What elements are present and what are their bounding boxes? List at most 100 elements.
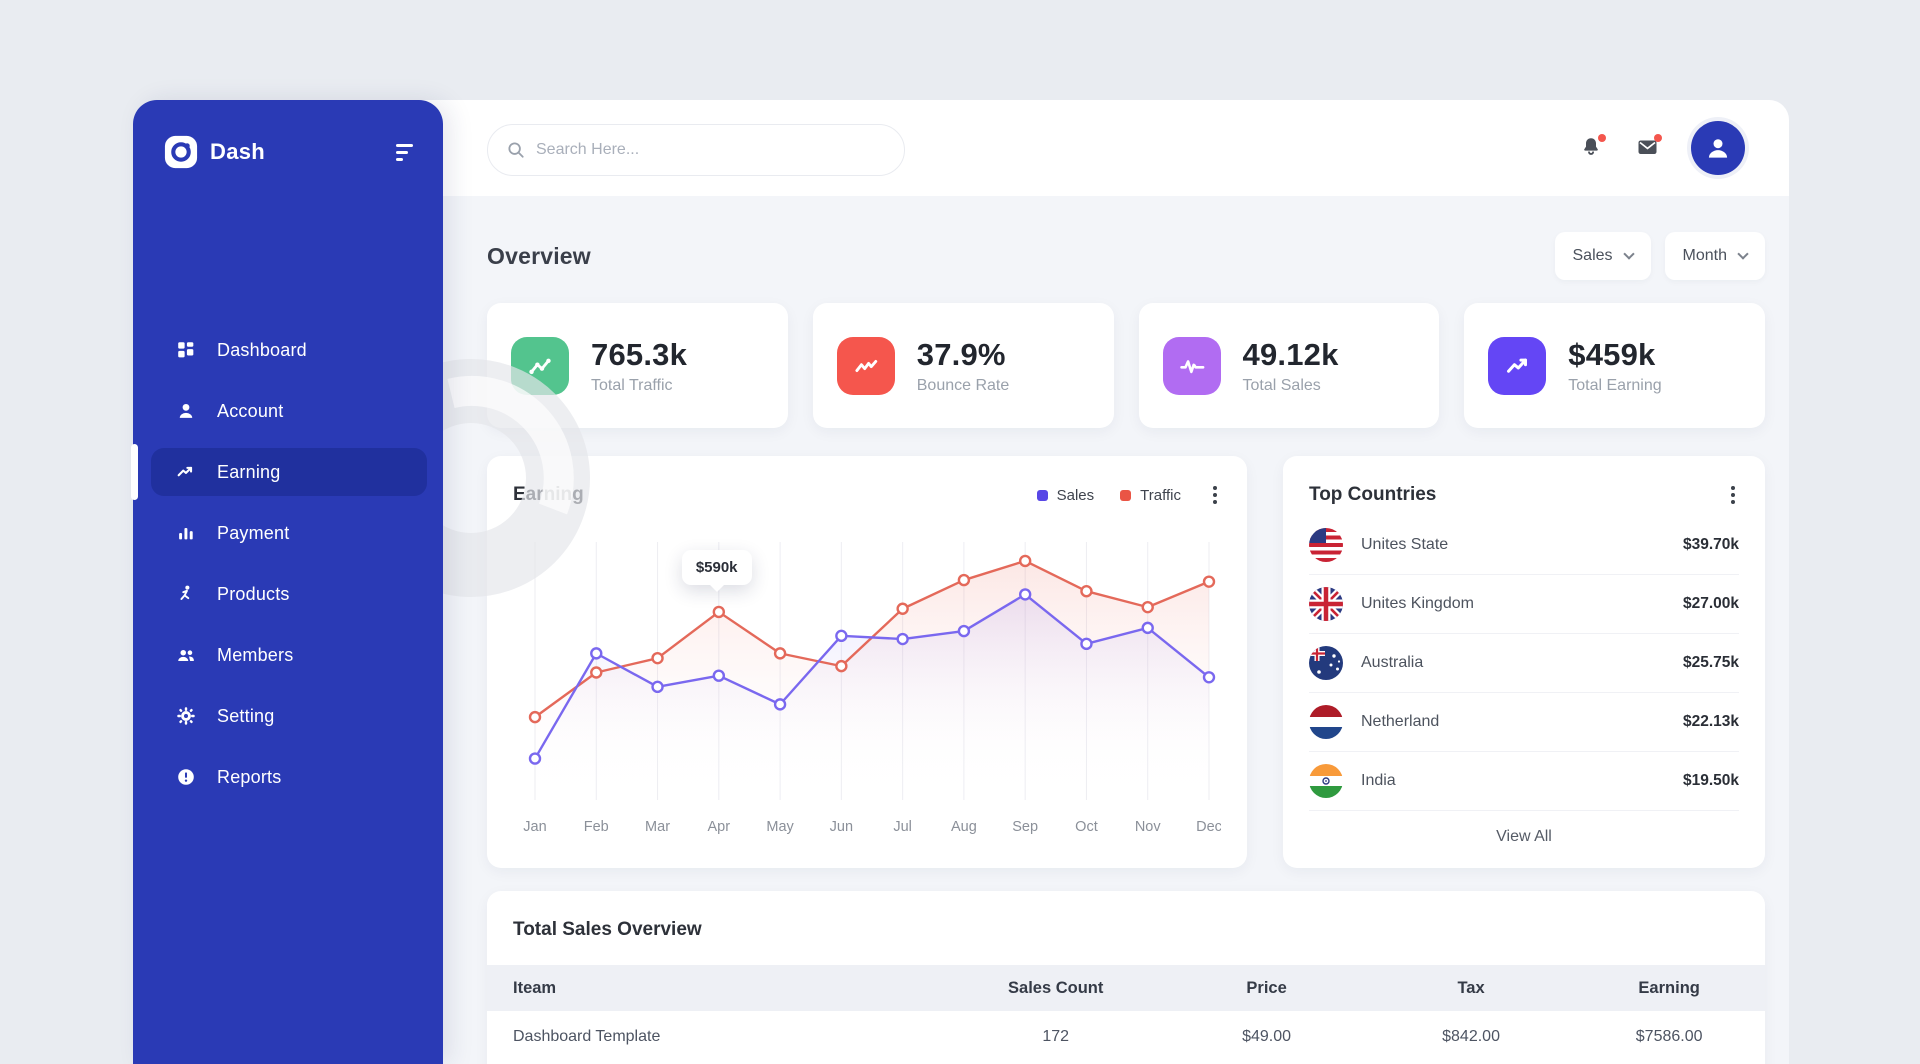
total-sales-title: Total Sales Overview [513,919,702,940]
messages-button[interactable] [1635,134,1662,161]
user-avatar[interactable] [1691,121,1745,175]
stat-label: Total Earning [1568,376,1662,394]
stat-value: 765.3k [591,336,688,372]
main-panel: Overview Sales Month 765.3k Total Traffic 3… [352,100,1789,1064]
stat-card-bounce-rate: 37.9% Bounce Rate [812,303,1114,428]
filters: Sales Month [1554,232,1765,280]
country-row[interactable]: Australia $25.75k [1309,634,1739,693]
sidebar-item-dashboard[interactable]: Dashboard [151,326,427,374]
svg-text:Nov: Nov [1135,819,1162,835]
legend-label: Traffic [1140,486,1181,504]
chevron-down-icon [1737,248,1749,260]
svg-text:Jan: Jan [523,819,546,835]
dashboard-icon [178,342,194,358]
sidebar-item-products[interactable]: Products [151,570,427,618]
notifications-button[interactable] [1579,134,1606,161]
account-icon [179,403,193,418]
view-all-link[interactable]: View All [1496,828,1552,845]
sales-table-header-row: Iteam Sales Count Price Tax Earning [487,965,1765,1011]
top-countries-title: Top Countries [1309,484,1437,505]
trend-up-icon [1488,336,1547,395]
earning-card-title: Earning [513,484,584,505]
topbar [363,100,1789,196]
table-column-header: Price [1246,978,1287,997]
filter-dropdown-sales[interactable]: Sales [1554,232,1651,280]
sidebar-item-setting[interactable]: Setting [151,692,427,740]
stat-label: Bounce Rate [916,376,1010,394]
earning-chart: Jan Feb Mar Apr May Jun Jul Aug Sep Oct Nov Dec $59… [513,528,1222,858]
dash-logo-icon [164,135,198,169]
brand-name: Dash [210,139,265,164]
earning-menu-button[interactable] [1209,482,1221,508]
country-amount: $22.13k [1682,713,1739,730]
in-flag-icon [1309,764,1343,798]
legend-swatch [1120,489,1132,501]
sidebar-item-label: Setting [217,705,275,726]
top-countries-list: Unites State $39.70k Unites Kingdom $27.00k… [1283,508,1765,811]
country-name: Unites State [1361,536,1449,553]
sidebar-item-label: Payment [217,522,290,543]
sidebar-menu: Dashboard Account Earning Payment Products Me… [131,326,443,801]
sidebar-item-earning[interactable]: Earning [131,444,427,500]
search-box[interactable] [487,124,905,176]
sidebar-item-account[interactable]: Account [151,387,427,435]
filter-dropdown-month[interactable]: Month [1664,232,1765,280]
country-name: Netherland [1361,713,1440,730]
earning-chart-svg: Jan Feb Mar Apr May Jun Jul Aug Sep Oct Nov Dec [523,542,1222,835]
table-column-header: Earning [1638,978,1700,997]
legend-item-traffic[interactable]: Traffic [1120,487,1181,504]
country-row[interactable]: Netherland $22.13k [1309,693,1739,752]
page-title: Overview [487,242,591,269]
sales-table: Iteam Sales Count Price Tax Earning Dashboar… [487,965,1765,1063]
search-icon [508,142,524,158]
legend-label: Sales [1056,486,1095,504]
top-countries-menu-button[interactable] [1727,482,1739,508]
mail-icon [1638,140,1657,154]
stat-value: 37.9% [916,336,1006,372]
legend-swatch [1036,489,1048,501]
filter-label: Month [1682,247,1727,264]
sidebar-item-members[interactable]: Members [151,631,427,679]
nl-flag-icon [1309,705,1343,739]
svg-text:Mar: Mar [645,819,670,835]
notification-badge [1598,134,1606,142]
search-input[interactable] [536,141,886,159]
stat-value: $459k [1568,336,1656,372]
brand: Dash [163,134,265,170]
products-icon [180,585,190,601]
sidebar-item-label: Dashboard [217,339,307,360]
country-row[interactable]: Unites Kingdom $27.00k [1309,575,1739,634]
bell-icon [1584,138,1598,155]
sales-table-body: Dashboard Template 172 $49.00 $842.00 $7586.… [487,1011,1765,1063]
earning-icon [177,466,193,477]
table-column-header: Tax [1457,978,1485,997]
table-row[interactable]: Dashboard Template 172 $49.00 $842.00 $7586.… [487,1011,1765,1063]
svg-text:Jun: Jun [830,819,853,835]
country-name: Unites Kingdom [1361,595,1474,612]
svg-text:Apr: Apr [708,819,731,835]
country-row[interactable]: Unites State $39.70k [1309,516,1739,575]
earning-chart-card: Earning Sales Traffic Jan Feb Mar Apr May Jun J… [352,359,1247,868]
stat-card-total-traffic: 765.3k Total Traffic [487,303,788,428]
country-name: India [1361,772,1396,789]
uk-flag-icon [1309,587,1343,621]
sidebar-toggle-icon[interactable] [396,143,413,161]
sidebar-item-reports[interactable]: Reports [151,753,427,801]
stat-card-total-sales: 49.12k Total Sales [1138,303,1440,428]
svg-text:Jul: Jul [893,819,912,835]
sidebar-item-label: Members [217,644,294,665]
sidebar-item-payment[interactable]: Payment [151,509,427,557]
svg-text:Aug: Aug [951,819,977,835]
country-row[interactable]: India $19.50k [1309,752,1739,811]
table-cell: Dashboard Template [487,1011,948,1063]
user-icon [1708,139,1728,158]
total-sales-card: Total Sales Overview Iteam Sales Count Pri… [487,891,1765,1064]
legend-item-sales[interactable]: Sales [1036,486,1095,504]
filter-label: Sales [1572,247,1613,264]
sidebar-item-label: Reports [217,766,282,787]
table-column-header: Sales Count [1008,978,1104,997]
setting-icon [177,707,195,725]
svg-text:Oct: Oct [1075,819,1098,835]
stat-cards: 765.3k Total Traffic 37.9% Bounce Rate 49.12… [487,303,1765,428]
payment-icon [179,527,193,540]
